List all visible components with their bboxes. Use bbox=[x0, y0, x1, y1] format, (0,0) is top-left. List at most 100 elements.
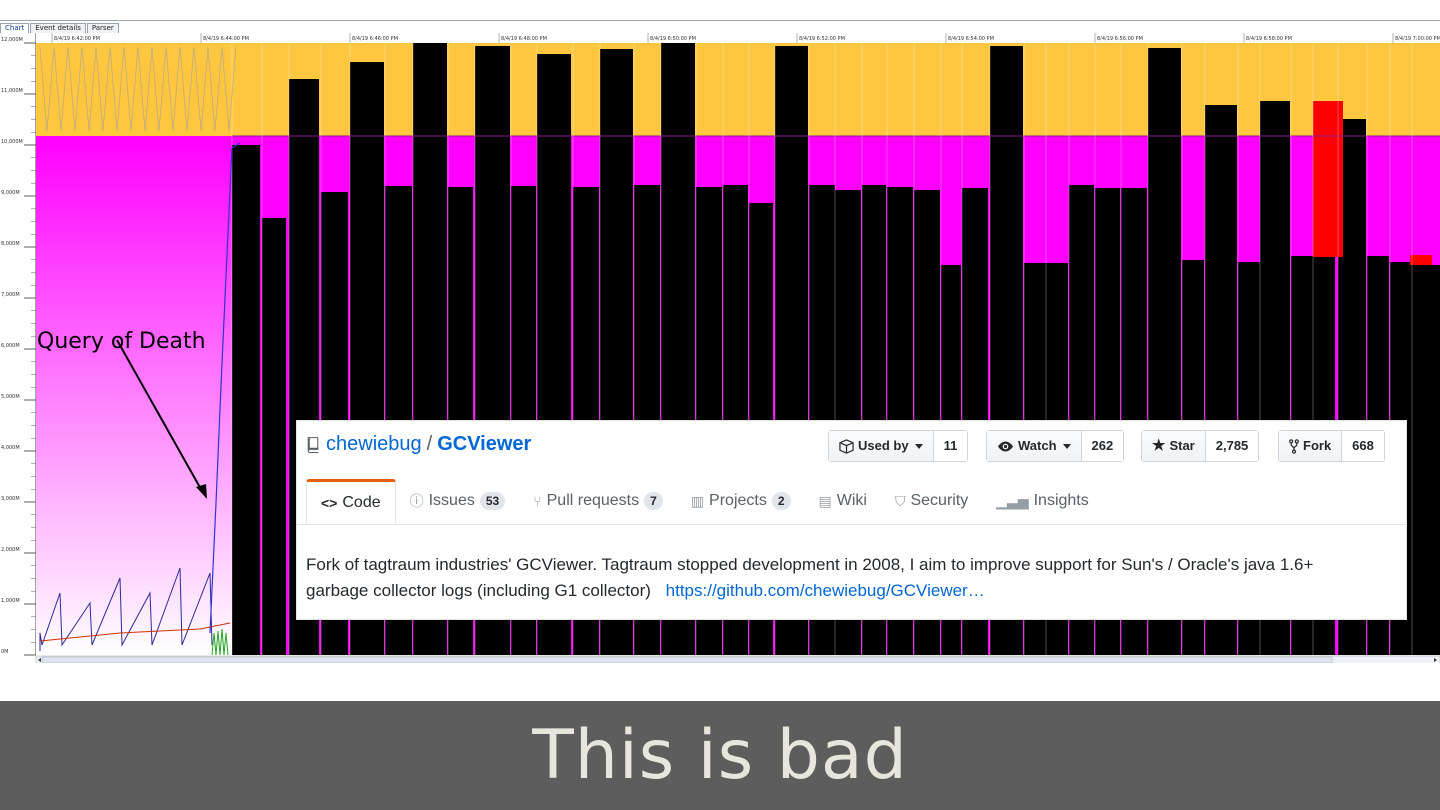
y-tick-label: 12,000M bbox=[1, 37, 23, 43]
watch-button[interactable]: Watch bbox=[987, 431, 1082, 461]
time-tick-label: 8/4/19 7:00:00 PM bbox=[1395, 36, 1440, 42]
graph-icon: ▁▃▅ bbox=[996, 493, 1029, 509]
horizontal-scrollbar[interactable] bbox=[35, 655, 1440, 663]
project-icon: ▥ bbox=[690, 493, 705, 509]
time-tick-label: 8/4/19 6:46:00 PM bbox=[352, 36, 398, 42]
time-axis-background bbox=[36, 33, 1440, 43]
repo-title: chewiebug / GCViewer bbox=[326, 433, 531, 456]
gcviewer-tab-bar: Chart Event details Parser bbox=[0, 23, 120, 33]
fork-group: Fork 668 bbox=[1278, 430, 1385, 462]
time-tick-label: 8/4/19 6:42:00 PM bbox=[54, 36, 100, 42]
used-by-label: Used by bbox=[858, 438, 909, 453]
pull-request-icon: ⑂ bbox=[533, 493, 542, 509]
repo-description-text: Fork of tagtraum industries' GCViewer. T… bbox=[306, 555, 1314, 600]
repo-website-link[interactable]: https://github.com/chewiebug/GCViewer… bbox=[665, 581, 985, 600]
tab-wiki[interactable]: ▤ Wiki bbox=[805, 479, 881, 523]
tab-security-label: Security bbox=[910, 492, 969, 509]
time-tick-label: 8/4/19 6:54:00 PM bbox=[948, 36, 994, 42]
scrollbar-thumb bbox=[41, 656, 1333, 663]
y-tick-label: 11,000M bbox=[1, 88, 23, 94]
annotation-arrow-line bbox=[116, 339, 203, 492]
star-group: ★ Star 2,785 bbox=[1141, 430, 1260, 462]
tab-projects-label: Projects bbox=[709, 492, 767, 509]
time-tick-label: 8/4/19 6:52:00 PM bbox=[799, 36, 845, 42]
book-icon: ▤ bbox=[818, 493, 832, 509]
y-tick-label: 4,000M bbox=[1, 445, 20, 451]
time-tick-label: 8/4/19 6:44:00 PM bbox=[203, 36, 249, 42]
chevron-down-icon bbox=[914, 443, 923, 449]
fork-count[interactable]: 668 bbox=[1342, 431, 1384, 461]
fork-button[interactable]: Fork bbox=[1279, 431, 1343, 461]
fork-icon bbox=[1289, 438, 1299, 454]
time-tick-label: 8/4/19 6:58:00 PM bbox=[1246, 36, 1292, 42]
annotation-arrow-head bbox=[196, 484, 207, 499]
repo-header: chewiebug / GCViewer Used by 11 Watch 262 … bbox=[297, 421, 1406, 469]
heap-total-band bbox=[36, 43, 232, 136]
tab-insights-label: Insights bbox=[1033, 492, 1089, 509]
used-heap-bar bbox=[1412, 265, 1440, 655]
tab-code[interactable]: <> Code bbox=[306, 479, 396, 524]
time-tick-label: 8/4/19 6:48:00 PM bbox=[501, 36, 547, 42]
tab-event-details[interactable]: Event details bbox=[30, 23, 86, 33]
full-gc-marker bbox=[1410, 255, 1432, 265]
tab-projects[interactable]: ▥ Projects 2 bbox=[677, 479, 805, 523]
scroll-left-icon bbox=[38, 658, 41, 662]
gc-pause-line bbox=[39, 46, 237, 132]
repo-book-icon bbox=[307, 437, 319, 453]
y-tick-label: 6,000M bbox=[1, 343, 20, 349]
tenured-line bbox=[39, 622, 231, 642]
y-tick-label: 5,000M bbox=[1, 394, 20, 400]
tab-code-label: Code bbox=[342, 493, 381, 511]
tab-pull-requests[interactable]: ⑂ Pull requests 7 bbox=[519, 479, 677, 523]
query-of-death-label: Query of Death bbox=[37, 329, 206, 354]
tab-issues-label: Issues bbox=[428, 492, 475, 509]
pull-requests-counter: 7 bbox=[644, 492, 663, 510]
annotation-arrow bbox=[116, 339, 207, 499]
used-heap-bar bbox=[262, 218, 286, 655]
time-tick-label: 8/4/19 6:56:00 PM bbox=[1097, 36, 1143, 42]
tab-wiki-label: Wiki bbox=[836, 492, 867, 509]
used-heap-bar bbox=[232, 145, 260, 655]
used-heap-sawtooth bbox=[39, 567, 213, 651]
issue-icon: ⓘ bbox=[409, 493, 424, 509]
heap-spike-line bbox=[209, 142, 241, 634]
tab-pull-requests-label: Pull requests bbox=[546, 492, 640, 509]
tab-chart[interactable]: Chart bbox=[0, 23, 30, 33]
repo-owner-link[interactable]: chewiebug bbox=[326, 433, 422, 455]
y-tick-label: 9,000M bbox=[1, 190, 20, 196]
repo-nav: <> Code ⓘ Issues 53 ⑂ Pull requests 7 ▥ … bbox=[297, 479, 1406, 525]
fork-label: Fork bbox=[1303, 438, 1332, 453]
star-button[interactable]: ★ Star bbox=[1142, 431, 1206, 461]
repo-name-link[interactable]: GCViewer bbox=[437, 433, 532, 455]
package-icon bbox=[839, 438, 854, 454]
young-gen-band bbox=[36, 136, 232, 655]
caption-bar: This is bad bbox=[0, 701, 1440, 810]
y-tick-label: 10,000M bbox=[1, 139, 23, 145]
y-tick-label: 3,000M bbox=[1, 496, 20, 502]
time-tick-label: 8/4/19 6:50:00 PM bbox=[650, 36, 696, 42]
projects-counter: 2 bbox=[771, 492, 791, 510]
used-by-button[interactable]: Used by bbox=[829, 431, 934, 461]
used-by-group: Used by 11 bbox=[828, 430, 969, 462]
y-tick-label: 1,000M bbox=[1, 598, 20, 604]
y-tick-label: 2,000M bbox=[1, 547, 20, 553]
used-by-count[interactable]: 11 bbox=[933, 431, 968, 461]
tab-parser[interactable]: Parser bbox=[86, 23, 119, 33]
tab-insights[interactable]: ▁▃▅ Insights bbox=[982, 479, 1102, 523]
y-tick-label: 7,000M bbox=[1, 292, 20, 298]
tab-issues[interactable]: ⓘ Issues 53 bbox=[396, 479, 520, 523]
tab-security[interactable]: ⛉ Security bbox=[881, 479, 982, 523]
watch-label: Watch bbox=[1018, 438, 1057, 453]
watch-group: Watch 262 bbox=[986, 430, 1125, 462]
star-count[interactable]: 2,785 bbox=[1205, 431, 1259, 461]
scroll-right-icon bbox=[1434, 658, 1437, 662]
watch-count[interactable]: 262 bbox=[1081, 431, 1124, 461]
chevron-down-icon bbox=[1062, 443, 1071, 449]
code-icon: <> bbox=[321, 494, 338, 511]
repo-description: Fork of tagtraum industries' GCViewer. T… bbox=[306, 552, 1366, 604]
full-gc-marker bbox=[1313, 101, 1343, 257]
repo-title-separator: / bbox=[426, 433, 433, 455]
caption-text: This is bad bbox=[532, 716, 908, 795]
issues-counter: 53 bbox=[479, 492, 506, 510]
eye-icon bbox=[998, 441, 1013, 451]
